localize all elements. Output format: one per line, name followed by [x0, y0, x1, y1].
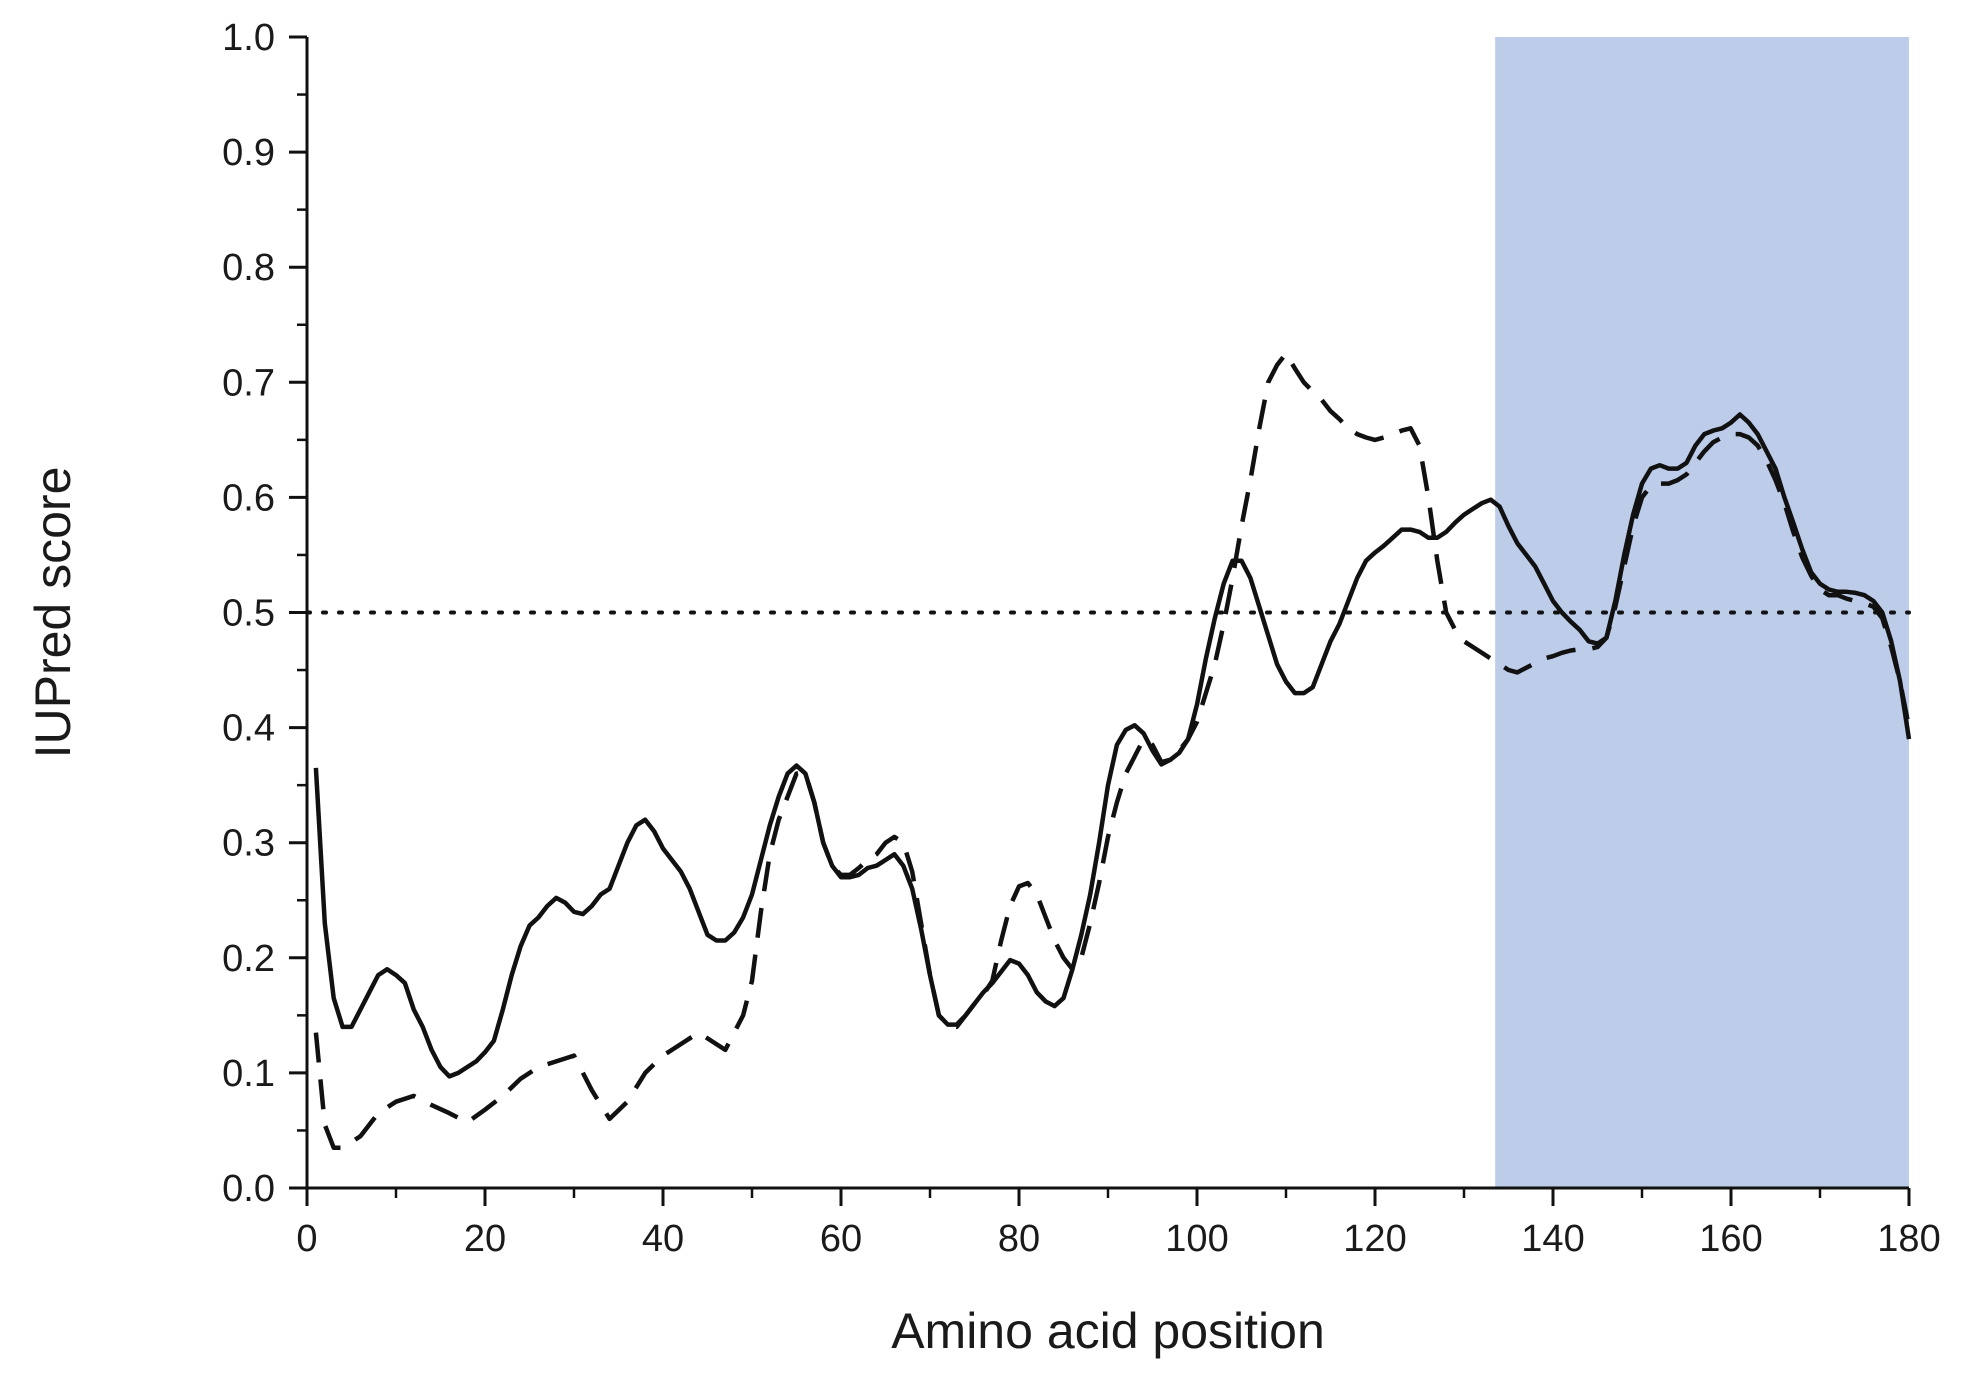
series-layer — [313, 351, 1912, 1150]
y-tick-label: 0.2 — [222, 938, 275, 980]
y-tick-label: 0.4 — [222, 708, 275, 750]
x-tick-label: 0 — [296, 1218, 317, 1260]
y-axis-title: IUPred score — [25, 467, 81, 759]
x-tick-label: 140 — [1521, 1218, 1584, 1260]
y-tick-label: 0.5 — [222, 593, 275, 635]
y-tick-label: 0.8 — [222, 247, 275, 289]
x-tick-label: 100 — [1165, 1218, 1228, 1260]
x-tick-label: 120 — [1343, 1218, 1406, 1260]
x-tick-label: 180 — [1877, 1218, 1940, 1260]
solid-series-line — [313, 412, 1912, 1079]
y-tick-label: 1.0 — [222, 17, 275, 59]
y-tick-label: 0.7 — [222, 362, 275, 404]
x-tick-label: 160 — [1699, 1218, 1762, 1260]
y-tick-label: 0.1 — [222, 1053, 275, 1095]
y-tick-label: 0.9 — [222, 132, 275, 174]
x-tick-label: 40 — [642, 1218, 684, 1260]
axes-layer — [289, 35, 1911, 1206]
x-tick-label: 80 — [998, 1218, 1040, 1260]
x-axis-title: Amino acid position — [891, 1303, 1325, 1359]
x-tick-label: 60 — [820, 1218, 862, 1260]
labels-layer: 0.0 0.1 0.2 0.3 0.4 0.5 0.6 0.7 0.8 0.9 1.0 0 20 40 60… — [25, 17, 1941, 1359]
x-tick-label: 20 — [464, 1218, 506, 1260]
y-tick-label: 0.3 — [222, 823, 275, 865]
y-tick-label: 0.6 — [222, 477, 275, 519]
dashed-series-line — [313, 351, 1912, 1150]
y-tick-label: 0.0 — [222, 1168, 275, 1210]
